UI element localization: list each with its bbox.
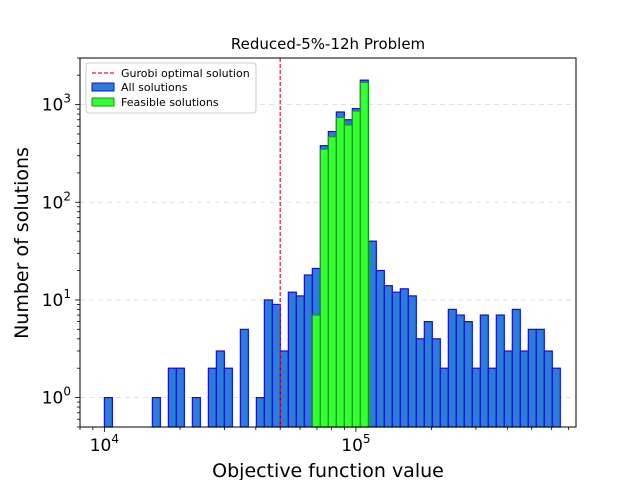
bar-all-44	[455, 314, 465, 428]
bar-all-6	[151, 396, 161, 428]
bar-all-33	[367, 240, 377, 428]
bar-all-22	[279, 350, 289, 428]
bar-all-41	[431, 338, 441, 428]
bar-all-9	[175, 367, 185, 428]
bar-all-54	[535, 328, 545, 428]
bar-all-8	[167, 367, 177, 428]
legend-box	[85, 62, 257, 114]
plot-frame	[79, 57, 577, 428]
y-axis-ticks: 100 101 102 103	[42, 57, 80, 428]
bar-feasible-27	[319, 148, 329, 428]
bar-all-45	[463, 320, 473, 428]
x-tick-label-1: 105	[341, 432, 370, 456]
bar-all-53	[527, 328, 537, 428]
x-axis-label: Objective function value	[212, 460, 444, 480]
bar-all-24	[295, 295, 305, 428]
bar-feasible-32	[359, 81, 369, 428]
legend-label-all-solutions: All solutions	[121, 81, 188, 94]
bar-all-37	[399, 288, 409, 428]
legend-swatch-feasible-solutions	[91, 97, 115, 107]
y-tick-label-3: 103	[42, 92, 71, 116]
y-tick-label-2: 102	[42, 189, 71, 213]
bar-all-13	[207, 367, 217, 428]
bar-feasible-31	[351, 110, 361, 428]
bar-all-15	[223, 367, 233, 428]
bar-feasible-30	[343, 124, 353, 428]
bar-all-21	[271, 303, 281, 428]
chart-title: Reduced-5%-12h Problem	[231, 35, 425, 53]
y-tick-label-1: 101	[42, 287, 71, 311]
bar-all-55	[543, 350, 553, 428]
legend-label-gurobi: Gurobi optimal solution	[121, 67, 250, 80]
bar-all-56	[551, 367, 561, 428]
bar-feasible-26	[311, 314, 321, 428]
bar-all-52	[519, 350, 529, 428]
bar-all-43	[447, 308, 457, 428]
bar-all-34	[375, 269, 385, 428]
bar-all-20	[263, 299, 273, 428]
bar-all-51	[511, 308, 521, 428]
bar-all-46	[471, 367, 481, 428]
legend-label-feasible-solutions: Feasible solutions	[121, 96, 219, 109]
bar-all-48	[487, 367, 497, 428]
bar-all-40	[423, 320, 433, 428]
bar-all-42	[439, 367, 449, 428]
bars-feasible-solutions	[311, 81, 369, 428]
bar-all-39	[415, 338, 425, 428]
x-tick-label-0: 104	[90, 432, 119, 456]
legend: Gurobi optimal solution All solutions Fe…	[85, 62, 257, 114]
bar-feasible-29	[335, 116, 345, 428]
bar-all-14	[215, 350, 225, 428]
y-axis-label: Number of solutions	[11, 147, 33, 339]
bar-all-47	[479, 314, 489, 428]
bar-all-35	[383, 285, 393, 428]
bar-feasible-28	[327, 136, 337, 428]
bar-all-49	[495, 314, 505, 428]
bar-all-11	[191, 396, 201, 428]
bar-all-23	[287, 291, 297, 428]
y-tick-label-0: 100	[42, 385, 71, 409]
bar-all-17	[239, 328, 249, 428]
x-axis-ticks: 104 105	[79, 427, 569, 456]
legend-swatch-all-solutions	[91, 82, 115, 92]
bar-all-50	[503, 350, 513, 428]
bar-all-0	[103, 396, 113, 428]
bar-all-38	[407, 295, 417, 428]
bar-all-19	[255, 396, 265, 428]
bar-all-25	[303, 274, 313, 428]
bar-all-36	[391, 291, 401, 428]
